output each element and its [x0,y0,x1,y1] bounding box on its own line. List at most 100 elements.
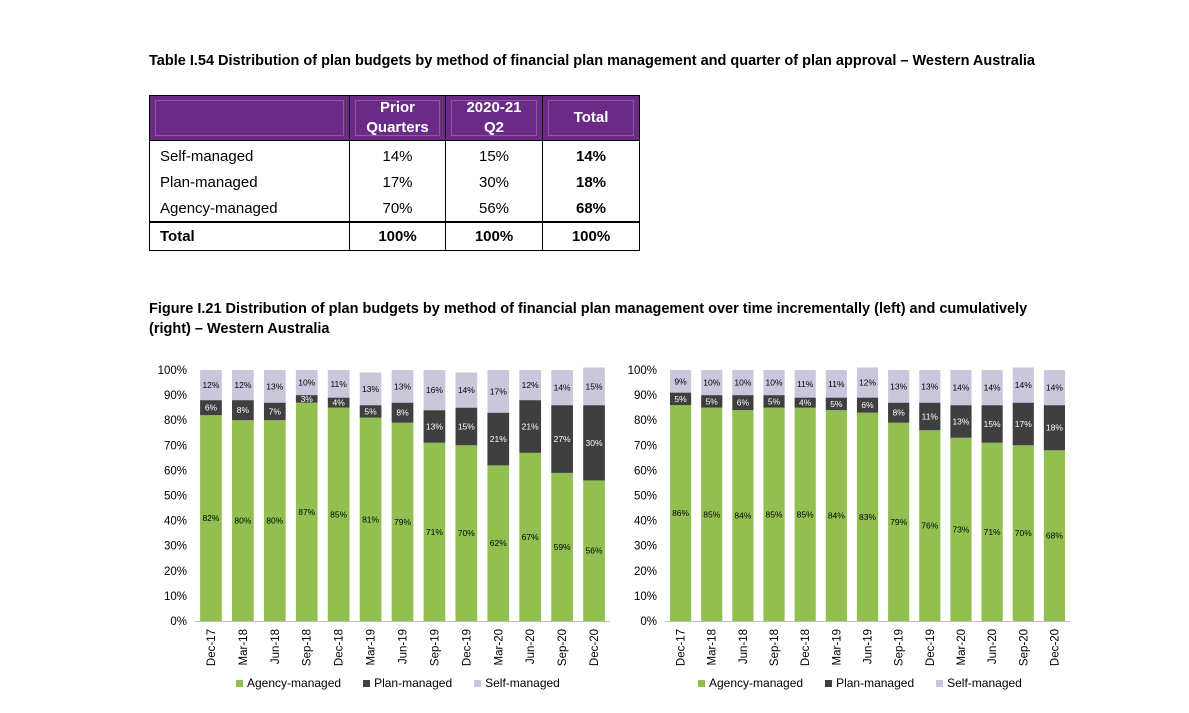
bar-plan [950,405,972,438]
cell-total: 14% [542,140,640,169]
bar-agency [701,407,723,621]
data-label-plan: 4% [333,398,346,408]
data-label-agency: 62% [490,538,507,548]
bar-agency [295,402,318,621]
data-label-self: 11% [330,379,347,389]
x-tick-label: Mar-19 [366,629,378,665]
bar-self [1012,367,1034,403]
data-label-self: 14% [984,383,1001,393]
data-label-plan: 17% [1015,419,1032,429]
bar-self [1043,370,1066,406]
total-total: 100% [542,221,640,251]
bar-plan [981,405,1003,443]
data-label-self: 10% [703,378,720,388]
row-label: Agency-managed [149,195,350,222]
data-label-agency: 71% [984,527,1001,537]
y-tick-label: 90% [634,390,657,402]
bar-plan [487,412,510,466]
legend-label: Self-managed [485,676,560,690]
data-label-plan: 15% [458,421,475,431]
legend-item-plan: Plan-managed [825,676,914,690]
data-label-plan: 5% [768,396,781,406]
data-label-plan: 18% [1046,423,1063,433]
data-label-self: 13% [362,384,379,394]
y-tick-label: 70% [634,440,657,452]
data-label-self: 13% [394,381,411,391]
bar-agency [200,415,222,621]
y-tick-label: 90% [164,390,187,402]
x-tick-label: Jun-18 [270,629,282,664]
x-tick-label: Mar-19 [831,629,843,665]
x-tick-label: Sep-18 [302,629,314,666]
legend-swatch-self [936,679,944,687]
legend-item-self: Self-managed [936,676,1022,690]
bar-agency [423,442,446,621]
legend-item-plan: Plan-managed [363,676,452,690]
bar-plan [263,402,286,421]
y-tick-label: 100% [628,365,657,377]
bar-agency [455,445,478,621]
bar-plan [583,405,605,481]
data-label-self: 10% [734,378,751,388]
cell-q2: 15% [445,140,543,169]
y-tick-label: 30% [164,541,187,553]
bar-plan [669,392,692,406]
data-label-agency: 68% [1046,531,1063,541]
bar-plan [359,405,382,418]
bar-self [950,370,972,406]
data-label-agency: 67% [522,532,539,542]
data-label-self: 11% [828,379,845,389]
x-tick-label: Jun-19 [398,629,410,664]
legend-swatch-plan [363,679,371,687]
data-label-self: 10% [298,378,315,388]
data-label-self: 14% [1046,383,1063,393]
data-label-plan: 7% [269,406,282,416]
y-tick-label: 20% [164,566,187,578]
x-tick-label: Jun-19 [863,629,875,664]
data-label-agency: 80% [234,516,251,526]
bar-self [825,370,847,398]
data-label-agency: 85% [703,509,720,519]
bar-self [232,370,254,401]
legend-label: Self-managed [947,676,1022,690]
bar-plan [455,407,478,446]
bar-agency [1012,445,1034,621]
data-label-self: 10% [766,378,783,388]
data-label-plan: 6% [861,400,874,410]
header-q2: 2020-21 Q2 [445,95,543,141]
data-label-plan: 8% [893,408,906,418]
bar-self [487,370,510,413]
x-tick-label: Jun-20 [525,629,537,664]
legend-item-agency: Agency-managed [698,676,803,690]
legend-swatch-agency [236,679,243,687]
data-label-self: 15% [586,381,603,391]
y-tick-label: 40% [634,516,657,528]
x-tick-label: Dec-18 [334,629,346,666]
data-label-plan: 21% [522,421,539,431]
bar-self [391,370,414,403]
data-label-self: 12% [522,380,539,390]
bar-agency [669,405,692,621]
chart-cumulative: 0% 10% 20% 30% 40% 50% 60% 70% 80% 90% 100% 86% 5% 9%… [628,365,1070,666]
y-tick-label: 60% [164,465,187,477]
bar-agency [551,472,573,621]
data-label-plan: 8% [396,408,409,418]
bar-plan [794,397,816,408]
bar-agency [856,412,879,621]
bar-self [888,370,910,403]
y-tick-label: 10% [164,591,187,603]
x-tick-label: Dec-20 [589,629,601,666]
y-tick-label: 100% [158,365,187,377]
bar-self [423,370,446,411]
data-label-self: 14% [554,383,571,393]
cell-q2: 30% [445,169,543,195]
legend-label: Plan-managed [374,676,453,690]
data-label-plan: 13% [426,421,443,431]
bar-agency [981,442,1003,621]
data-label-agency: 56% [586,546,603,556]
data-label-plan: 21% [490,434,507,444]
bar-plan [232,400,254,421]
bar-agency [232,420,254,621]
bar-plan [1043,405,1066,451]
bar-agency [794,407,816,621]
